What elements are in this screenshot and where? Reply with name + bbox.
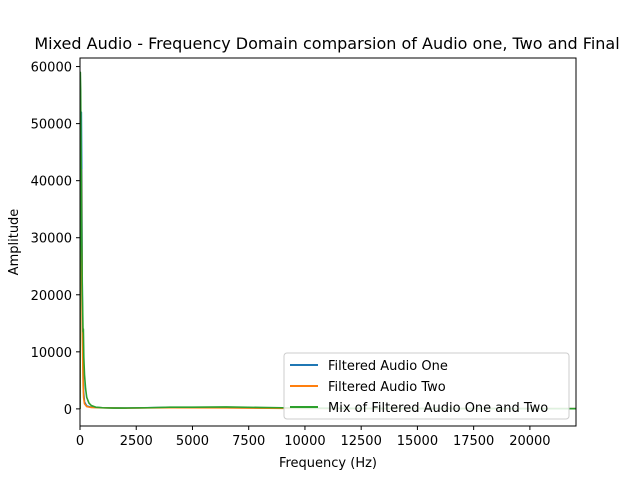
chart-title: Mixed Audio - Frequency Domain comparsio…: [34, 34, 619, 53]
y-tick-label: 0: [64, 403, 72, 418]
y-tick-label: 20000: [31, 289, 72, 304]
x-tick-label: 12500: [340, 434, 381, 449]
x-axis-ticks: 0 2500 5000 7500 10000 12500 15000 17500 20000: [76, 426, 551, 449]
x-axis-label: Frequency (Hz): [279, 456, 377, 471]
x-tick-label: 7500: [232, 434, 265, 449]
y-axis-ticks: 0 10000 20000 30000 40000 50000 60000: [31, 61, 80, 418]
x-tick-label: 10000: [284, 434, 325, 449]
plot-frame: [79, 57, 577, 427]
legend-label-1: Filtered Audio One: [328, 359, 448, 374]
y-tick-label: 60000: [31, 61, 72, 76]
x-tick-label: 5000: [176, 434, 209, 449]
x-tick-label: 15000: [397, 434, 438, 449]
y-tick-label: 40000: [31, 175, 72, 190]
y-tick-label: 10000: [31, 346, 72, 361]
legend: Filtered Audio One Filtered Audio Two Mix …: [283, 352, 570, 420]
x-tick-label: 20000: [509, 434, 550, 449]
x-tick-label: 0: [76, 434, 84, 449]
x-tick-label: 17500: [453, 434, 494, 449]
x-tick-label: 2500: [120, 434, 153, 449]
legend-label-3: Mix of Filtered Audio One and Two: [328, 401, 548, 416]
y-tick-label: 30000: [31, 232, 72, 247]
y-tick-label: 50000: [31, 118, 72, 133]
legend-label-2: Filtered Audio Two: [328, 380, 446, 395]
y-axis-label: Amplitude: [7, 209, 22, 276]
legend-box: [283, 352, 570, 420]
